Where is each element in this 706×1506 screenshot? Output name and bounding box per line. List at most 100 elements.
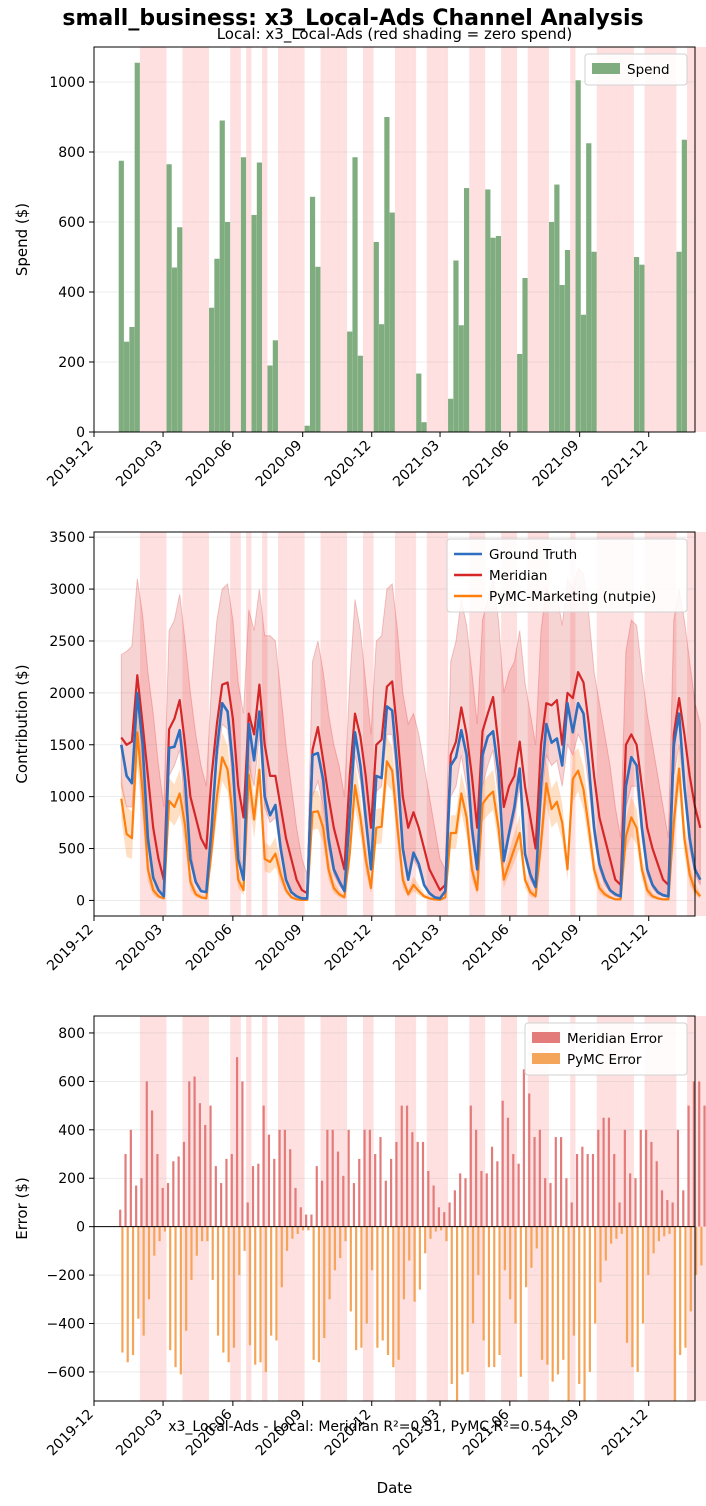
meridian-error-bar bbox=[623, 1129, 626, 1227]
spend-bar bbox=[309, 196, 316, 432]
meridian-error-bar bbox=[676, 1129, 680, 1227]
x-axis-label: Date bbox=[377, 1479, 413, 1497]
spend-bar bbox=[554, 184, 560, 432]
pymc-error-bar bbox=[583, 1226, 586, 1401]
pymc-error-bar bbox=[381, 1226, 384, 1341]
pymc-error-bar bbox=[477, 1226, 480, 1276]
legend-label-1: PyMC-Marketing (nutpie) bbox=[489, 589, 656, 605]
pymc-error-bar bbox=[211, 1226, 214, 1280]
y-tick-label-2: 400 bbox=[58, 1123, 85, 1139]
zero-spend-shade-1 bbox=[426, 532, 433, 916]
pymc-line bbox=[120, 731, 702, 901]
pymc-error-bar bbox=[673, 1226, 676, 1401]
x-tick-label-0: 2020-06 bbox=[183, 437, 236, 490]
spend-bar bbox=[166, 164, 172, 432]
zero-spend-shade-1 bbox=[501, 532, 507, 916]
legend-box-1 bbox=[446, 538, 688, 613]
meridian-error-bar bbox=[480, 1170, 483, 1227]
zero-spend-shade-1 bbox=[193, 532, 199, 916]
meridian-error-bar bbox=[591, 1154, 595, 1227]
pymc-error-bar bbox=[307, 1226, 310, 1231]
zero-spend-shade-0 bbox=[570, 47, 576, 432]
meridian-error-bar bbox=[257, 1163, 260, 1227]
pymc-error-bar bbox=[615, 1226, 618, 1239]
zero-spend-shade-0 bbox=[623, 47, 629, 432]
y-tick-label-2: 800 bbox=[58, 1026, 85, 1042]
zero-spend-shade-1 bbox=[278, 532, 284, 916]
spend-bar bbox=[224, 222, 231, 432]
pymc-error-bar bbox=[578, 1226, 581, 1385]
zero-spend-shade-0 bbox=[230, 47, 236, 432]
meridian-error-bar bbox=[490, 1146, 494, 1227]
x-tick-label-0: 2021-06 bbox=[460, 437, 513, 490]
zero-spend-shade-0 bbox=[331, 47, 337, 432]
pymc-error-bar bbox=[121, 1226, 124, 1353]
pymc-error-bar bbox=[280, 1226, 283, 1288]
y-tick-label-2: 600 bbox=[58, 1074, 85, 1090]
spend-bar bbox=[490, 237, 496, 432]
zero-spend-shade-0 bbox=[511, 47, 518, 432]
spend-bar bbox=[676, 251, 682, 432]
spend-bar bbox=[559, 285, 565, 432]
meridian-error-bar bbox=[220, 1183, 223, 1227]
spend-bar bbox=[453, 260, 459, 432]
pymc-error-bar bbox=[594, 1226, 597, 1324]
meridian-error-bar bbox=[666, 1200, 669, 1227]
meridian-error-bar bbox=[299, 1207, 302, 1227]
legend-swatch-2 bbox=[532, 1032, 560, 1043]
meridian-error-bar bbox=[161, 1187, 164, 1227]
pymc-error-bar bbox=[429, 1226, 432, 1239]
legend-label-0: Spend bbox=[627, 62, 670, 78]
pymc-error-bar bbox=[365, 1226, 368, 1324]
zero-spend-shade-0 bbox=[702, 47, 706, 432]
pymc-error-bar bbox=[402, 1226, 406, 1300]
meridian-error-bar bbox=[660, 1190, 664, 1227]
pymc-error-bar bbox=[270, 1226, 273, 1336]
x-tick-label-0: 2020-09 bbox=[253, 438, 306, 491]
pymc-error-bar bbox=[663, 1226, 666, 1237]
spend-bar bbox=[586, 143, 592, 432]
pymc-error-bar bbox=[418, 1226, 421, 1290]
pymc-error-bar bbox=[551, 1226, 554, 1382]
meridian-error-bar bbox=[177, 1156, 180, 1227]
zero-spend-shade-2 bbox=[246, 1016, 252, 1401]
meridian-error-bar bbox=[517, 1163, 520, 1227]
spend-bar bbox=[681, 139, 687, 432]
zero-spend-shade-0 bbox=[410, 47, 417, 432]
meridian-error-bar bbox=[358, 1158, 361, 1227]
zero-spend-shade-0 bbox=[665, 47, 672, 432]
meridian-error-bar bbox=[246, 1202, 249, 1227]
meridian-error-bar bbox=[459, 1173, 462, 1227]
y-tick-label-1: 3000 bbox=[49, 582, 85, 598]
meridian-error-bar bbox=[390, 1158, 393, 1227]
pymc-error-bar bbox=[471, 1226, 475, 1324]
spend-bar bbox=[240, 157, 247, 432]
meridian-error-bar bbox=[655, 1161, 658, 1227]
zero-spend-shade-1 bbox=[198, 532, 204, 916]
pymc-error-bar bbox=[631, 1226, 634, 1368]
zero-spend-shade-0 bbox=[368, 47, 374, 432]
zero-spend-shade-1 bbox=[479, 532, 486, 916]
zero-spend-shade-0 bbox=[203, 47, 209, 432]
zero-spend-shade-1 bbox=[702, 532, 706, 916]
meridian-error-bar bbox=[129, 1129, 132, 1227]
zero-spend-shade-0 bbox=[299, 47, 305, 432]
spend-bar bbox=[124, 341, 130, 432]
y-tick-label-1: 0 bbox=[76, 893, 85, 909]
zero-spend-shade-1 bbox=[506, 532, 512, 916]
legend-swatch-2 bbox=[532, 1053, 560, 1064]
meridian-error-bar bbox=[204, 1124, 207, 1227]
x-tick-label-1: 2021-03 bbox=[390, 922, 443, 975]
zero-spend-shade-0 bbox=[527, 47, 533, 432]
zero-spend-shade-0 bbox=[246, 47, 252, 432]
meridian-error-bar bbox=[682, 1190, 685, 1227]
zero-spend-shade-0 bbox=[697, 47, 703, 432]
zero-spend-shade-2 bbox=[145, 1016, 151, 1401]
y-tick-label-0: 400 bbox=[58, 285, 85, 301]
meridian-error-bar bbox=[528, 1093, 531, 1227]
spend-bar bbox=[591, 251, 597, 432]
pymc-error-bar bbox=[163, 1226, 167, 1232]
pymc-error-bar bbox=[190, 1226, 193, 1280]
meridian-error-bar bbox=[650, 1141, 653, 1227]
pymc-error-bar bbox=[264, 1226, 267, 1372]
